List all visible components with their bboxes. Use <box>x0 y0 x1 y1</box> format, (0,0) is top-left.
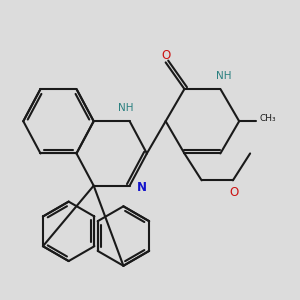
Text: NH: NH <box>118 103 134 113</box>
Text: O: O <box>161 49 170 62</box>
Text: N: N <box>136 181 147 194</box>
Text: NH: NH <box>216 71 232 81</box>
Text: O: O <box>229 186 238 199</box>
Text: CH₃: CH₃ <box>259 114 276 123</box>
